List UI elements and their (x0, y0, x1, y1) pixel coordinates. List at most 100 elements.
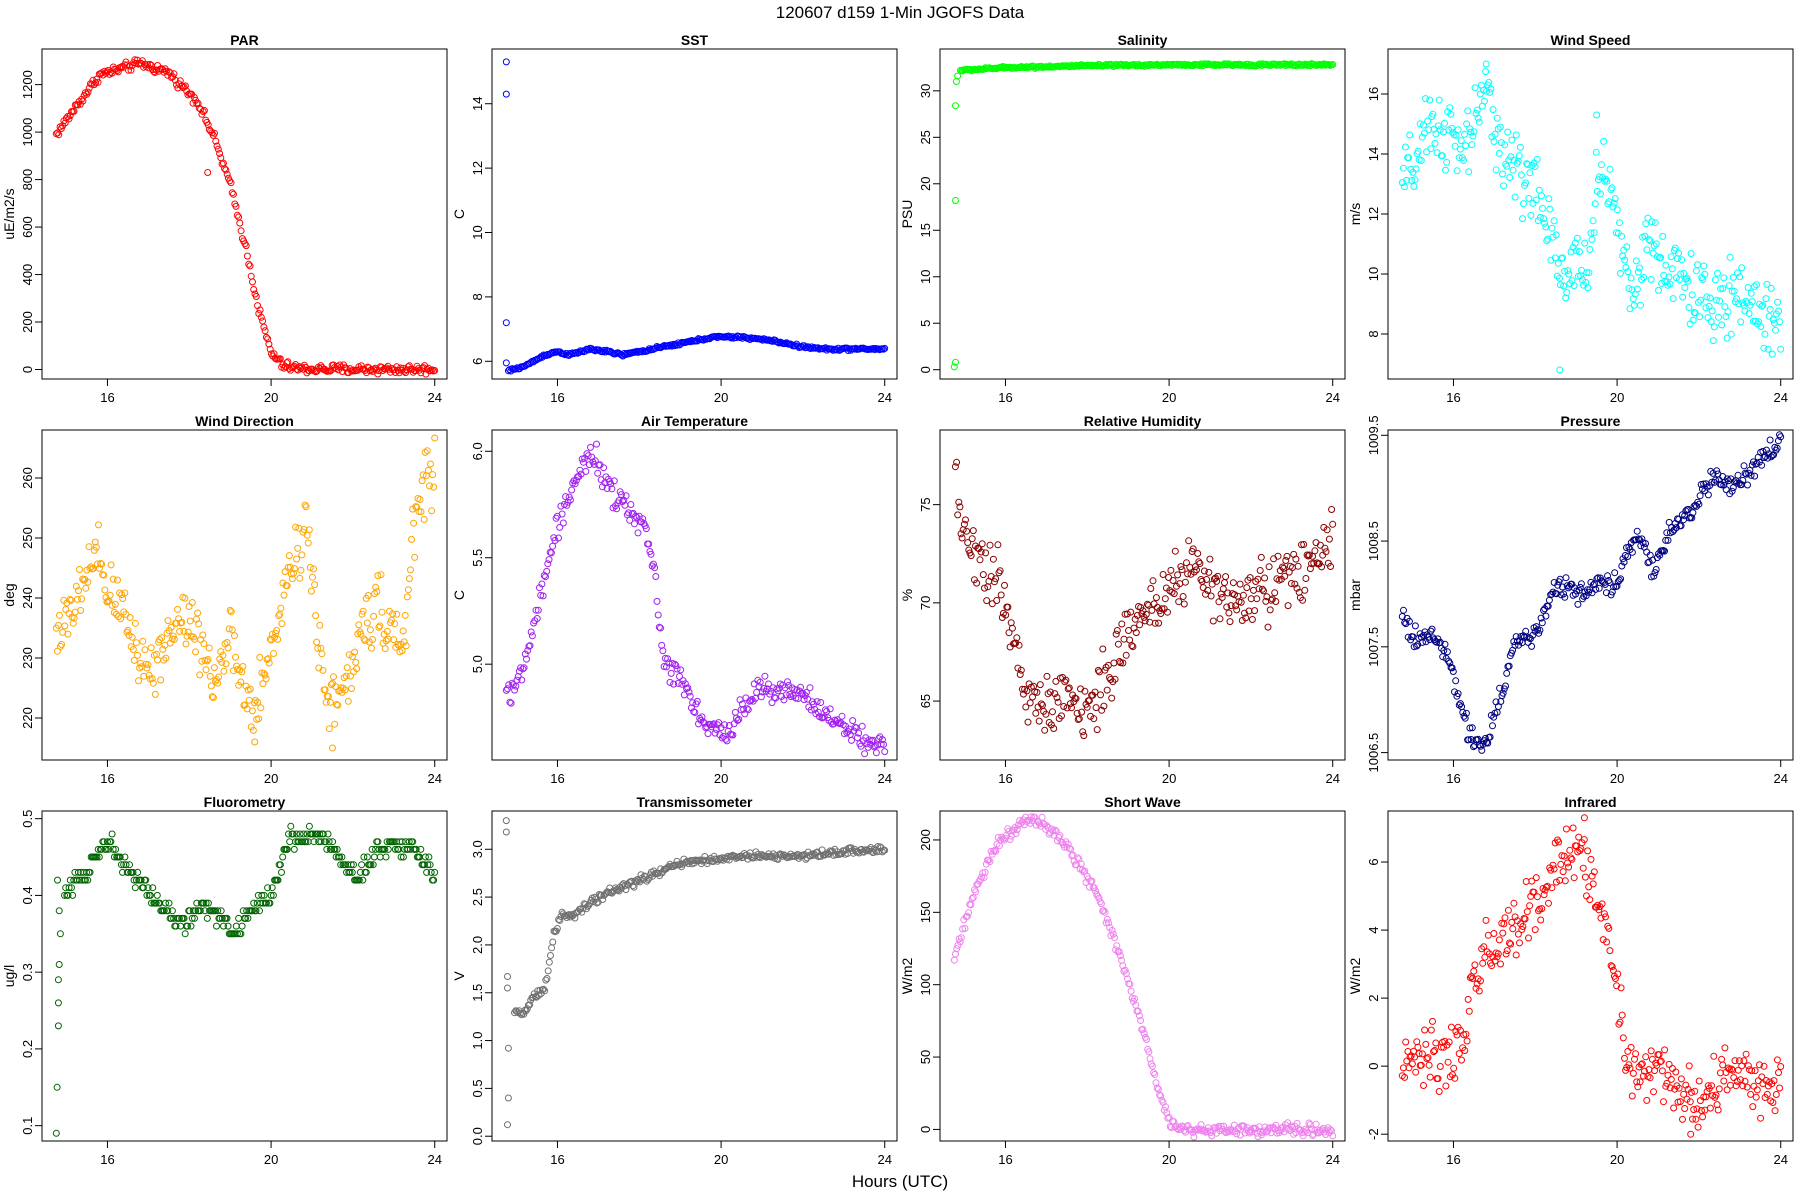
data-point (1482, 68, 1490, 76)
data-point (1214, 572, 1222, 580)
data-point (204, 121, 212, 129)
data-point (1452, 1028, 1460, 1035)
data-point (635, 877, 643, 884)
figure-x-axis-label: Hours (UTC) (852, 1172, 948, 1191)
data-point (84, 88, 92, 96)
data-point (1681, 1105, 1689, 1112)
data-point (698, 713, 706, 721)
data-point (1539, 204, 1546, 212)
data-point (162, 67, 170, 75)
data-point (1666, 280, 1674, 288)
data-point (1165, 1113, 1173, 1121)
data-point-outlier (55, 961, 63, 968)
data-point (1072, 695, 1080, 703)
data-point (1535, 629, 1543, 637)
data-point (1218, 594, 1226, 601)
data-point (1452, 677, 1460, 685)
data-point (1054, 698, 1062, 706)
x-tick-label: 24 (877, 1152, 891, 1167)
data-point (1418, 1050, 1426, 1058)
y-tick-label: 10 (470, 225, 485, 239)
data-point (1761, 330, 1769, 338)
data-point (265, 340, 273, 348)
x-tick-label: 16 (1446, 771, 1460, 786)
data-point (1126, 980, 1134, 988)
data-point (1751, 472, 1759, 480)
data-point (128, 633, 136, 641)
data-point (104, 597, 112, 605)
data-point (626, 516, 634, 524)
data-point (1634, 535, 1642, 543)
data-point (880, 345, 887, 353)
data-point (297, 566, 305, 574)
data-point (1500, 182, 1507, 190)
points-air-temperature (502, 440, 889, 758)
data-point (125, 66, 132, 74)
data-point (196, 671, 204, 679)
data-point (1479, 959, 1487, 967)
data-point (1254, 575, 1262, 583)
data-point (1441, 119, 1448, 127)
data-point (1595, 584, 1603, 592)
data-point (348, 685, 355, 692)
data-point (848, 736, 855, 744)
data-point (373, 588, 381, 596)
data-point (519, 665, 527, 673)
data-point (1664, 1071, 1672, 1079)
data-point (1461, 1047, 1469, 1054)
data-point (1616, 219, 1623, 227)
data-point (1133, 611, 1141, 619)
data-point (1209, 617, 1217, 625)
data-point (1681, 284, 1689, 291)
data-point (1468, 724, 1476, 732)
data-point (1464, 995, 1472, 1003)
data-point (268, 884, 276, 892)
data-point (398, 838, 406, 846)
data-point (774, 338, 782, 346)
data-point (1625, 285, 1633, 292)
data-point (978, 873, 986, 881)
data-point (1062, 676, 1070, 684)
data-point (748, 696, 756, 703)
data-point (1068, 704, 1075, 712)
data-point (1603, 177, 1611, 185)
y-tick-label: 65 (918, 694, 933, 708)
data-point (66, 596, 74, 603)
data-point (1752, 1093, 1760, 1101)
data-point (1017, 666, 1025, 674)
data-point (1562, 825, 1570, 833)
data-point (1709, 1092, 1717, 1100)
data-point (1776, 1084, 1784, 1092)
data-point (964, 539, 972, 547)
data-point (1691, 309, 1699, 317)
data-point (1052, 827, 1060, 835)
data-point (1100, 702, 1108, 710)
data-point (743, 705, 751, 713)
data-point (1108, 926, 1116, 934)
data-point (274, 876, 282, 884)
data-point (1756, 300, 1764, 308)
data-point (78, 595, 86, 603)
data-point (401, 611, 409, 619)
data-point (94, 845, 102, 853)
data-point (861, 750, 869, 758)
data-point (672, 662, 680, 669)
y-tick-label: 1.0 (470, 1032, 485, 1050)
y-axis-label-pressure: mbar (1347, 579, 1363, 611)
plot-frame-short-wave (939, 810, 1346, 1142)
data-point (1323, 526, 1331, 534)
data-point (1079, 728, 1087, 736)
data-point (1504, 906, 1512, 914)
data-point (1646, 237, 1654, 245)
data-point (1567, 854, 1575, 862)
data-point (1594, 176, 1602, 184)
data-point (1131, 995, 1139, 1003)
data-point (204, 656, 212, 663)
data-point (1147, 585, 1155, 592)
data-point (305, 526, 313, 534)
data-point (953, 458, 961, 466)
data-point (1251, 607, 1259, 615)
data-point-outlier (504, 1044, 512, 1052)
data-point (1410, 183, 1418, 190)
data-point (1652, 566, 1660, 573)
